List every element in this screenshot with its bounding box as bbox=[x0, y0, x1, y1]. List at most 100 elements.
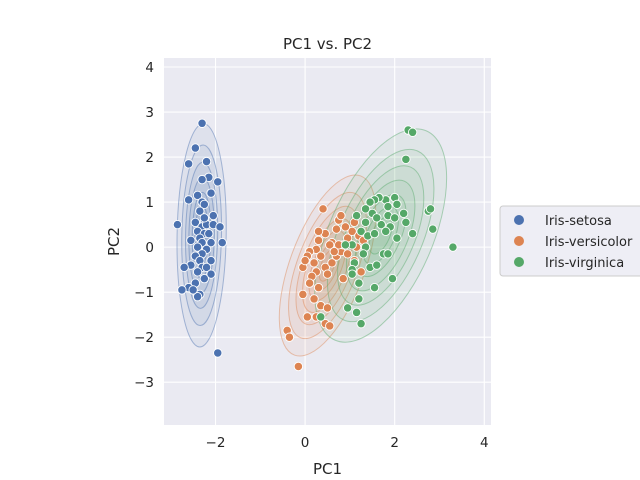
data-point bbox=[325, 321, 335, 331]
data-point bbox=[186, 235, 196, 246]
chart-title: PC1 vs. PC2 bbox=[283, 35, 372, 53]
data-point bbox=[318, 204, 328, 214]
kde-contour bbox=[314, 128, 448, 343]
data-point bbox=[293, 361, 304, 372]
data-point bbox=[183, 159, 194, 169]
legend-marker-setosa bbox=[514, 215, 524, 225]
data-point bbox=[192, 292, 203, 302]
data-point bbox=[213, 348, 223, 358]
data-point bbox=[407, 228, 418, 239]
data-point bbox=[399, 208, 409, 219]
data-point bbox=[313, 283, 324, 293]
y-tick-label: −2 bbox=[134, 330, 154, 346]
legend-label-virginica: Iris-virginica bbox=[545, 256, 624, 271]
data-point bbox=[360, 217, 371, 228]
data-point bbox=[356, 267, 366, 277]
data-point bbox=[347, 226, 357, 237]
data-point bbox=[425, 204, 436, 214]
x-tick-label: 2 bbox=[390, 435, 399, 451]
legend-marker-virginica bbox=[514, 257, 524, 267]
data-point bbox=[192, 267, 203, 277]
data-point bbox=[387, 274, 398, 284]
data-point bbox=[217, 237, 227, 248]
data-point bbox=[199, 213, 209, 223]
y-tick-label: 2 bbox=[145, 150, 154, 166]
data-point bbox=[298, 289, 308, 300]
y-tick-label: −3 bbox=[134, 375, 154, 391]
data-point bbox=[354, 294, 364, 304]
data-point bbox=[372, 213, 382, 223]
x-tick-label: −2 bbox=[206, 435, 226, 451]
data-point bbox=[201, 262, 212, 273]
data-point bbox=[190, 143, 201, 153]
data-point bbox=[407, 127, 418, 137]
data-point bbox=[192, 190, 203, 200]
data-point bbox=[331, 224, 342, 234]
x-tick-labels: −2 0 2 4 bbox=[206, 435, 489, 451]
x-tick-label: 4 bbox=[480, 435, 489, 451]
data-point bbox=[369, 283, 380, 293]
data-point bbox=[383, 201, 393, 212]
data-point bbox=[356, 226, 366, 237]
data-point bbox=[448, 242, 458, 252]
data-point bbox=[195, 206, 205, 216]
data-point bbox=[302, 312, 312, 322]
legend: Iris-setosa Iris-versicolor Iris-virgini… bbox=[499, 205, 640, 277]
data-point bbox=[340, 240, 351, 250]
y-tick-label: 4 bbox=[145, 60, 154, 76]
data-point bbox=[322, 303, 333, 313]
data-point bbox=[343, 303, 353, 313]
data-point bbox=[192, 242, 203, 252]
data-point bbox=[338, 274, 348, 284]
data-points bbox=[172, 118, 458, 372]
data-point bbox=[325, 240, 335, 250]
data-point bbox=[365, 197, 375, 207]
data-point bbox=[401, 217, 411, 228]
data-point bbox=[190, 217, 201, 228]
data-point bbox=[188, 285, 198, 295]
legend-label-setosa: Iris-setosa bbox=[545, 214, 612, 229]
data-point bbox=[351, 210, 362, 221]
data-point bbox=[347, 269, 357, 279]
data-point bbox=[284, 332, 295, 342]
data-point bbox=[356, 319, 366, 329]
data-point bbox=[381, 226, 391, 237]
y-tick-label: 3 bbox=[145, 105, 154, 121]
data-point bbox=[206, 237, 216, 248]
data-point bbox=[183, 195, 194, 205]
data-point bbox=[392, 233, 402, 243]
data-point bbox=[213, 177, 223, 187]
data-point bbox=[329, 246, 339, 257]
x-axis-title: PC1 bbox=[313, 460, 342, 478]
legend-label-versicolor: Iris-versicolor bbox=[545, 235, 633, 250]
data-point bbox=[340, 222, 351, 232]
data-point bbox=[177, 285, 187, 295]
data-point bbox=[369, 228, 380, 239]
data-point bbox=[428, 224, 438, 234]
data-point bbox=[309, 258, 319, 268]
data-point bbox=[351, 307, 362, 318]
legend-box bbox=[499, 205, 640, 277]
data-point bbox=[322, 269, 333, 279]
data-point bbox=[172, 219, 183, 230]
data-point bbox=[372, 260, 382, 270]
data-point bbox=[313, 226, 324, 237]
data-point bbox=[204, 228, 214, 239]
data-point bbox=[316, 251, 326, 261]
data-point bbox=[304, 278, 315, 288]
data-point bbox=[201, 156, 212, 167]
data-point bbox=[336, 210, 346, 221]
data-point bbox=[343, 249, 353, 259]
data-point bbox=[313, 235, 324, 246]
data-point bbox=[206, 269, 216, 279]
y-tick-label: 0 bbox=[145, 240, 154, 256]
x-tick-label: 0 bbox=[301, 435, 310, 451]
data-point bbox=[199, 199, 209, 209]
data-point bbox=[215, 222, 225, 232]
data-point bbox=[197, 118, 207, 128]
data-point bbox=[401, 154, 411, 164]
data-point bbox=[360, 204, 371, 214]
data-point bbox=[300, 255, 310, 266]
data-point bbox=[197, 174, 207, 185]
